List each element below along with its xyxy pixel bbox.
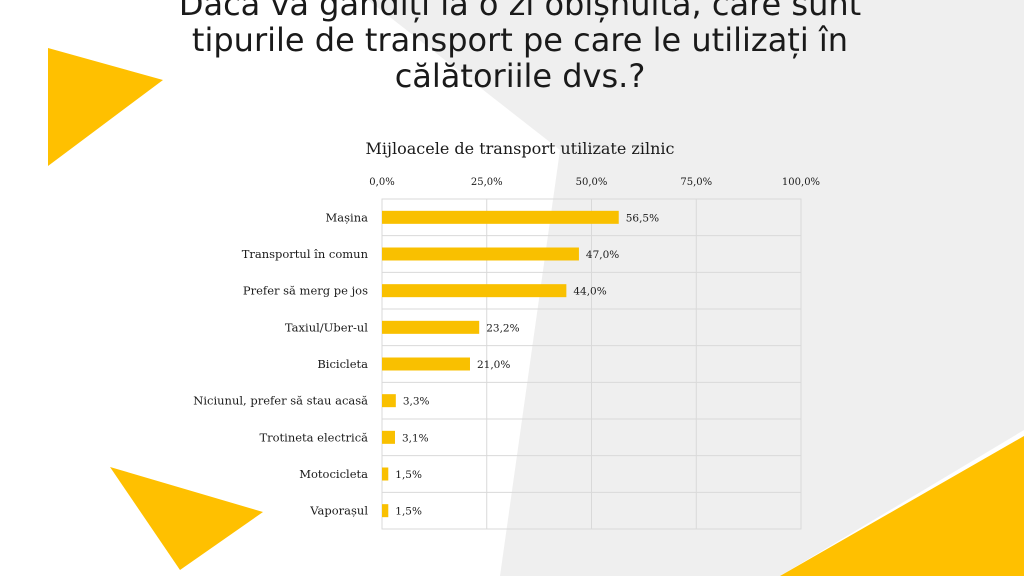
x-tick-label: 50,0% <box>576 177 608 188</box>
yellow-triangle-top-left <box>48 48 163 166</box>
data-label: 21,0% <box>477 359 510 371</box>
data-label: 56,5% <box>626 212 659 224</box>
bar <box>382 357 470 371</box>
bar <box>382 394 396 408</box>
category-label: Bicicleta <box>317 357 368 371</box>
category-label: Vaporașul <box>309 504 368 518</box>
data-label: 3,1% <box>402 432 429 444</box>
category-label: Prefer să merg pe jos <box>243 284 368 298</box>
bar <box>382 284 567 298</box>
data-label: 3,3% <box>403 396 430 408</box>
bar <box>382 210 619 224</box>
category-label: Taxiul/Uber-ul <box>285 320 368 334</box>
bar <box>382 320 480 334</box>
category-label: Transportul în comun <box>242 247 369 261</box>
x-tick-label: 25,0% <box>471 177 503 188</box>
x-tick-label: 100,0% <box>782 177 820 188</box>
category-label: Mașina <box>326 210 369 224</box>
data-label: 47,0% <box>586 249 619 261</box>
category-label: Niciunul, prefer să stau acasă <box>193 394 368 408</box>
data-label: 1,5% <box>395 469 422 481</box>
yellow-triangle-bottom-left <box>110 467 263 570</box>
slide-title: Dacă vă gândiți la o zi obișnuită, care … <box>178 0 862 95</box>
x-tick-label: 75,0% <box>680 177 712 188</box>
data-label: 23,2% <box>486 322 519 334</box>
data-label: 1,5% <box>395 506 422 518</box>
bar <box>382 430 395 444</box>
category-label: Trotineta electrică <box>259 430 368 444</box>
category-label: Motocicleta <box>299 467 368 481</box>
yellow-triangle-bottom-right <box>780 436 1024 576</box>
chart-title: Mijloacele de transport utilizate zilnic <box>365 139 675 158</box>
data-label: 44,0% <box>573 286 606 298</box>
x-tick-label: 0,0% <box>369 177 394 188</box>
bar <box>382 247 579 261</box>
bar <box>382 467 389 481</box>
bar <box>382 504 389 518</box>
